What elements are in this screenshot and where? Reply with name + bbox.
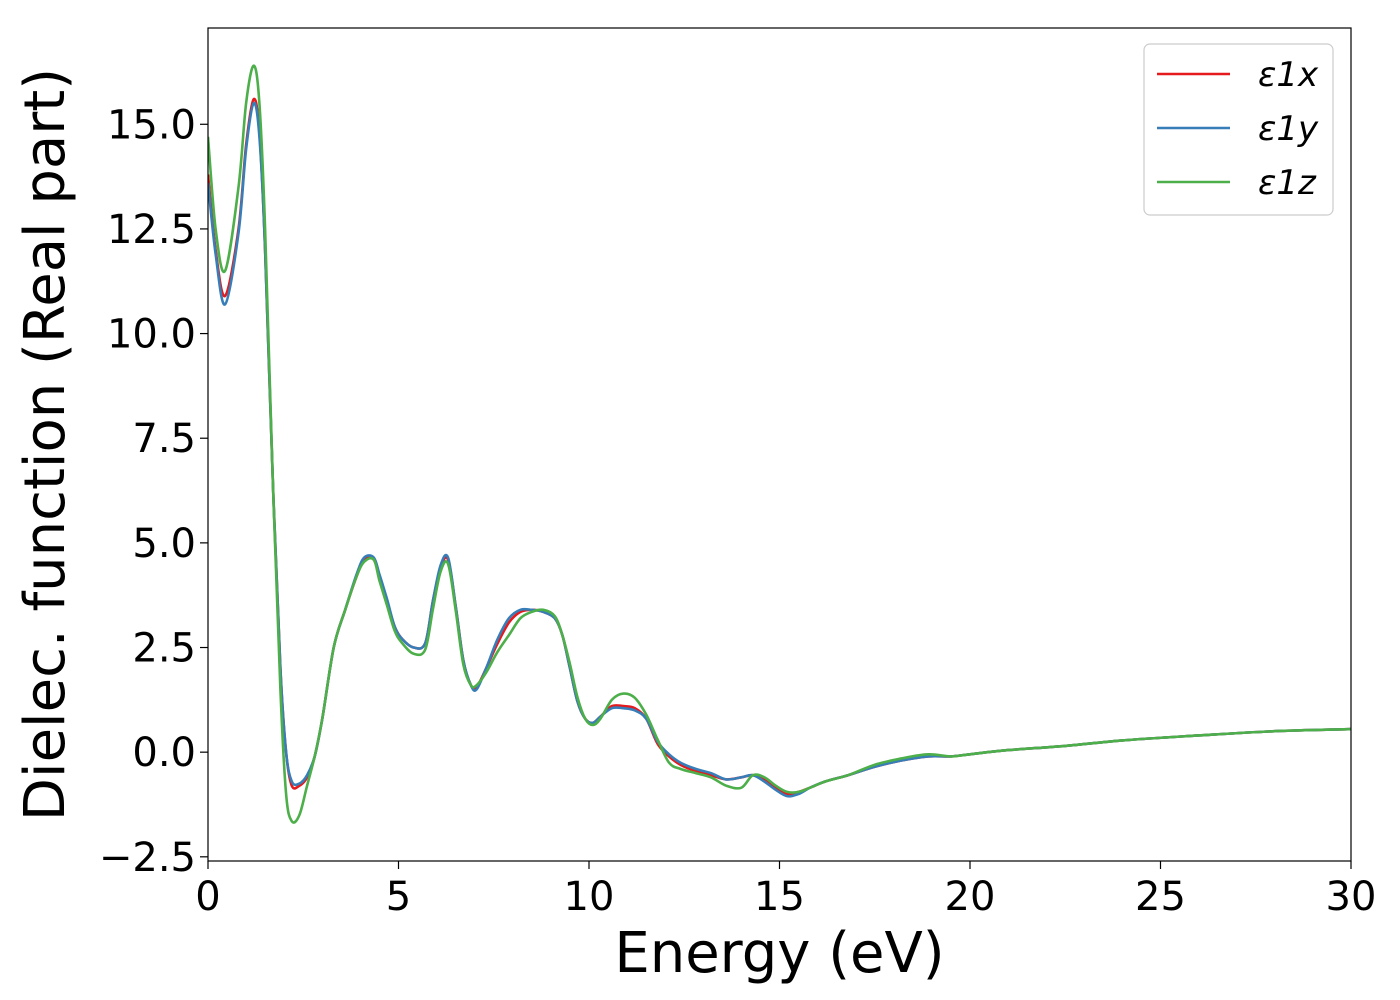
x-tick-label: 25 xyxy=(1135,874,1186,920)
x-tick-label: 15 xyxy=(754,874,805,920)
x-axis-title: Energy (eV) xyxy=(614,921,944,986)
legend-box xyxy=(1143,43,1334,216)
legend-label-0: ε1x xyxy=(1258,55,1319,95)
y-axis-title: Dielec. function (Real part) xyxy=(13,68,78,821)
series-line-2 xyxy=(208,64,1351,824)
y-tick-label: 15.0 xyxy=(107,102,196,148)
x-tick-label: 20 xyxy=(945,874,996,920)
y-tick-label: 2.5 xyxy=(132,626,196,672)
legend: ε1x ε1y ε1z xyxy=(1143,43,1334,216)
y-tick-label: 10.0 xyxy=(107,312,196,358)
legend-label-1: ε1y xyxy=(1258,109,1319,149)
plot-frame xyxy=(207,27,1352,862)
legend-label-2: ε1z xyxy=(1258,163,1317,203)
x-tick-label: 0 xyxy=(195,874,220,920)
x-tick-label: 30 xyxy=(1326,874,1377,920)
y-tick-label: 0.0 xyxy=(132,730,196,776)
y-tick-label: 5.0 xyxy=(132,521,196,567)
x-tick-label: 10 xyxy=(564,874,615,920)
x-tick-label: 5 xyxy=(386,874,411,920)
x-axis: 0 5 10 15 20 25 30 xyxy=(195,861,1376,920)
y-tick-label: 12.5 xyxy=(107,207,196,253)
y-tick-label: −2.5 xyxy=(99,835,196,881)
y-tick-label: 7.5 xyxy=(132,416,196,462)
plot-area xyxy=(208,64,1351,824)
y-axis: −2.5 0.0 2.5 5.0 7.5 10.0 12.5 15.0 xyxy=(99,102,208,881)
